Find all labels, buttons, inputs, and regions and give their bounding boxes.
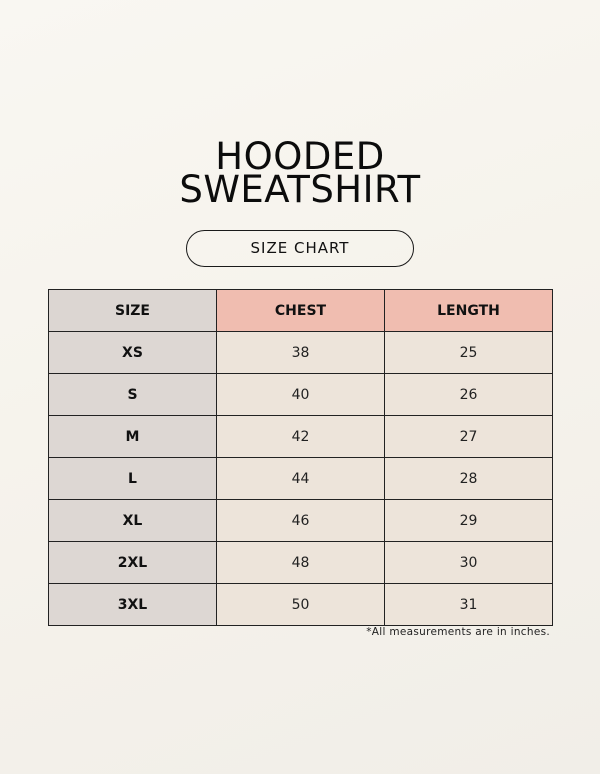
column-header: CHEST: [216, 289, 385, 332]
size-table: SIZE CHEST LENGTH XS 38 25 S 40 26 M 42 27 L 44 28 XL 46…: [48, 289, 553, 626]
column-header: LENGTH: [384, 289, 553, 332]
title-line: HOODED: [215, 135, 385, 178]
value-cell: 25: [384, 331, 553, 374]
title-line: SWEATSHIRT: [179, 168, 421, 211]
value-cell: 48: [216, 541, 385, 584]
size-cell: 3XL: [48, 583, 217, 626]
table-row: 2XL 48 30: [48, 541, 553, 584]
value-cell: 40: [216, 373, 385, 416]
size-cell: M: [48, 415, 217, 458]
size-cell: L: [48, 457, 217, 500]
size-cell: S: [48, 373, 217, 416]
value-cell: 30: [384, 541, 553, 584]
table-row: 3XL 50 31: [48, 583, 553, 626]
note: *All measurements are in inches.: [366, 626, 550, 638]
size-cell: XL: [48, 499, 217, 542]
value-cell: 44: [216, 457, 385, 500]
value-cell: 31: [384, 583, 553, 626]
table-row: L 44 28: [48, 457, 553, 500]
table-row: XL 46 29: [48, 499, 553, 542]
value-cell: 38: [216, 331, 385, 374]
size-cell: XS: [48, 331, 217, 374]
value-cell: 28: [384, 457, 553, 500]
table-row: M 42 27: [48, 415, 553, 458]
value-cell: 27: [384, 415, 553, 458]
table-row: XS 38 25: [48, 331, 553, 374]
column-header: SIZE: [48, 289, 217, 332]
value-cell: 46: [216, 499, 385, 542]
header-row: SIZE CHEST LENGTH: [48, 289, 553, 332]
table-row: S 40 26: [48, 373, 553, 416]
size-cell: 2XL: [48, 541, 217, 584]
value-cell: 29: [384, 499, 553, 542]
value-cell: 42: [216, 415, 385, 458]
value-cell: 26: [384, 373, 553, 416]
subtitle: SIZE CHART: [186, 230, 414, 267]
value-cell: 50: [216, 583, 385, 626]
